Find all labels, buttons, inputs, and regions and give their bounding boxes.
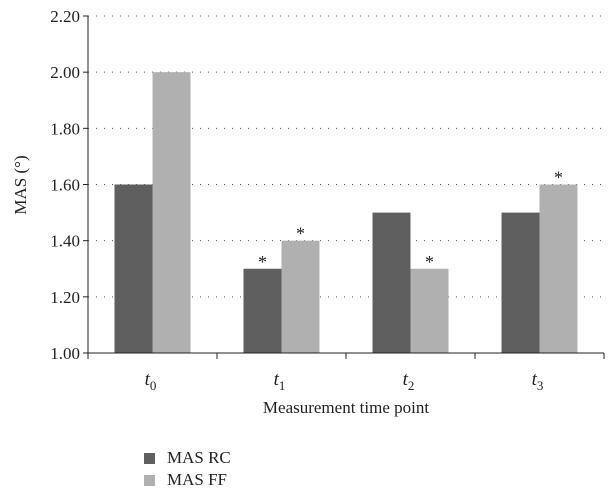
bar-mas-rc-2 (372, 212, 411, 353)
significance-mark: * (258, 252, 267, 272)
significance-mark: * (425, 252, 434, 272)
legend-item-mas-ff: MAS FF (144, 469, 231, 491)
legend: MAS RC MAS FF (144, 447, 231, 491)
x-tick-label: t1 (274, 369, 286, 393)
bar-mas-rc-3 (501, 212, 540, 353)
bar-mas-ff-0 (152, 72, 191, 354)
bar-mas-ff-3 (539, 184, 578, 353)
y-tick-label: 1.80 (50, 119, 80, 138)
legend-label-mas-ff: MAS FF (167, 470, 228, 489)
y-tick-label: 1.60 (50, 176, 80, 195)
y-axis-label: MAS (°) (11, 155, 30, 214)
x-tick-label: t3 (532, 369, 544, 393)
bar-mas-rc-0 (114, 184, 153, 353)
bar-mas-ff-2 (410, 268, 449, 353)
bar-mas-rc-1 (243, 268, 282, 353)
y-tick-labels: 1.00 1.20 1.40 1.60 1.80 2.00 2.20 (50, 7, 80, 363)
legend-swatch-mas-rc (144, 452, 155, 464)
bar-mas-ff-1 (281, 240, 320, 353)
legend-label-mas-rc: MAS RC (167, 448, 231, 467)
x-tick-label: t0 (145, 369, 157, 393)
legend-item-mas-rc: MAS RC (144, 447, 231, 469)
y-tick-label: 1.00 (50, 344, 80, 363)
y-tick-label: 2.20 (50, 7, 80, 26)
significance-mark: * (554, 168, 563, 188)
x-tick-labels: t0 t1 t2 t3 (145, 369, 544, 393)
axes (83, 15, 605, 359)
legend-swatch-mas-ff (144, 474, 155, 486)
y-tick-label: 1.40 (50, 232, 80, 251)
y-tick-label: 1.20 (50, 288, 80, 307)
x-tick-label: t2 (403, 369, 415, 393)
x-axis-label: Measurement time point (263, 398, 429, 417)
bars: * * * * (114, 72, 578, 354)
significance-mark: * (296, 224, 305, 244)
y-tick-label: 2.00 (50, 63, 80, 82)
